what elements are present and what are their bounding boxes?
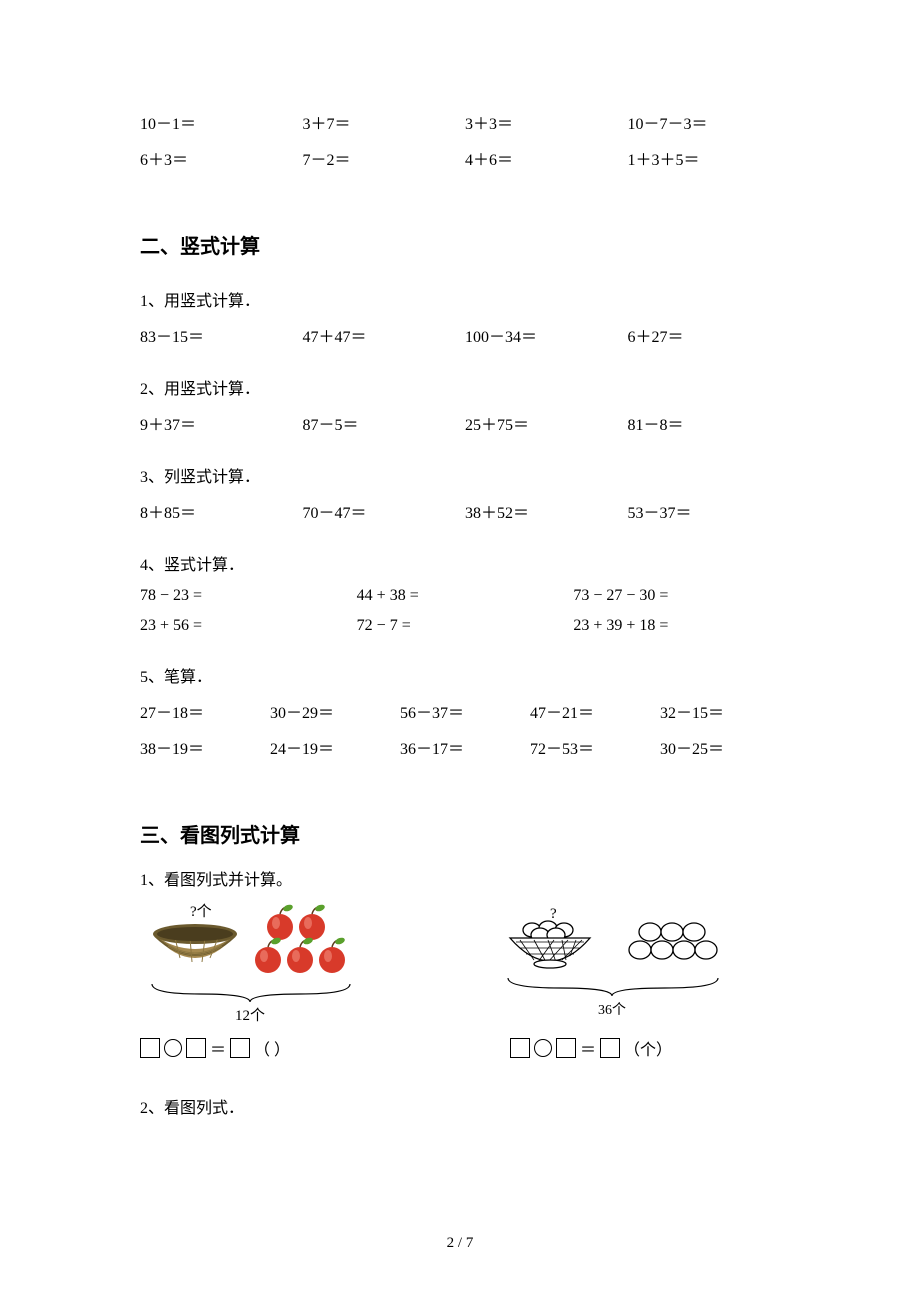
sub-title: 4、竖式计算． — [140, 551, 790, 575]
expr: 3＋7＝ — [303, 110, 466, 134]
page-number: 2 / 7 — [0, 1235, 920, 1252]
picture-right: ? — [490, 902, 750, 1060]
sub-title: 5、笔算． — [140, 663, 790, 687]
arith-row: 9＋37＝ 87－5＝ 25＋75＝ 81－8＝ — [140, 411, 790, 435]
picture-row: ?个 — [140, 902, 790, 1060]
expr: 4＋6＝ — [465, 146, 628, 170]
answer-box[interactable] — [600, 1038, 620, 1058]
expr: 23 + 39 + 18 = — [573, 617, 790, 635]
expr: 56－37＝ — [400, 699, 530, 723]
expr: 87－5＝ — [303, 411, 466, 435]
expr: 72 − 7 = — [357, 617, 574, 635]
expr: 100－34＝ — [465, 323, 628, 347]
expr: 47－21＝ — [530, 699, 660, 723]
question-mark-label: ?个 — [190, 903, 212, 920]
page: 10－1＝ 3＋7＝ 3＋3＝ 10－7－3＝ 6＋3＝ 7－2＝ 4＋6＝ 1… — [0, 0, 920, 1302]
sub-title: 2、看图列式． — [140, 1094, 790, 1118]
expr: 32－15＝ — [660, 699, 790, 723]
expr: 83－15＝ — [140, 323, 303, 347]
expr: 81－8＝ — [628, 411, 791, 435]
expr: 30－25＝ — [660, 735, 790, 759]
unit-paren: （ ） — [254, 1036, 290, 1060]
expr: 44 + 38 = — [357, 587, 574, 605]
brace-icon — [152, 984, 350, 1002]
arith-row: 38－19＝ 24－19＝ 36－17＝ 72－53＝ 30－25＝ — [140, 735, 790, 759]
sub-title: 1、看图列式并计算。 — [140, 866, 790, 890]
expr: 38－19＝ — [140, 735, 270, 759]
expr: 36－17＝ — [400, 735, 530, 759]
expr: 6＋27＝ — [628, 323, 791, 347]
answer-box[interactable] — [230, 1038, 250, 1058]
sub-title: 1、用竖式计算． — [140, 287, 790, 311]
expr: 1＋3＋5＝ — [628, 146, 791, 170]
expr: 10－1＝ — [140, 110, 303, 134]
apples-icon — [255, 903, 346, 973]
sub-title: 2、用竖式计算． — [140, 375, 790, 399]
total-label: 12个 — [235, 1007, 265, 1024]
eggs-basket-figure: ? — [490, 902, 750, 1032]
sub-title: 3、列竖式计算． — [140, 463, 790, 487]
arith-row: 27－18＝ 30－29＝ 56－37＝ 47－21＝ 32－15＝ — [140, 699, 790, 723]
answer-box[interactable] — [186, 1038, 206, 1058]
expr: 8＋85＝ — [140, 499, 303, 523]
expr: 47＋47＝ — [303, 323, 466, 347]
answer-box[interactable] — [140, 1038, 160, 1058]
expr: 78 − 23 = — [140, 587, 357, 605]
question-mark-label: ? — [550, 906, 557, 922]
answer-box[interactable] — [556, 1038, 576, 1058]
operator-circle[interactable] — [164, 1039, 182, 1057]
expr: 23 + 56 = — [140, 617, 357, 635]
expr: 6＋3＝ — [140, 146, 303, 170]
expr: 30－29＝ — [270, 699, 400, 723]
basket-icon — [153, 924, 237, 962]
unit-paren: （个） — [624, 1036, 672, 1060]
expr: 3＋3＝ — [465, 110, 628, 134]
total-label: 36个 — [598, 1002, 626, 1018]
picture-left: ?个 — [140, 902, 400, 1060]
expr: 7－2＝ — [303, 146, 466, 170]
arith-row: 10－1＝ 3＋7＝ 3＋3＝ 10－7－3＝ — [140, 110, 790, 134]
brace-icon — [508, 978, 718, 996]
equation-line: ＝ （ ） — [140, 1036, 400, 1060]
arith-row: 23 + 56 = 72 − 7 = 23 + 39 + 18 = — [140, 617, 790, 635]
expr: 72－53＝ — [530, 735, 660, 759]
expr: 10－7－3＝ — [628, 110, 791, 134]
arith-row: 6＋3＝ 7－2＝ 4＋6＝ 1＋3＋5＝ — [140, 146, 790, 170]
arith-row: 83－15＝ 47＋47＝ 100－34＝ 6＋27＝ — [140, 323, 790, 347]
expr: 70－47＝ — [303, 499, 466, 523]
expr: 73 − 27 − 30 = — [573, 587, 790, 605]
expr: 9＋37＝ — [140, 411, 303, 435]
operator-circle[interactable] — [534, 1039, 552, 1057]
section-title: 二、竖式计算 — [140, 230, 790, 259]
apples-basket-figure: ?个 — [140, 902, 380, 1032]
equals-sign: ＝ — [580, 1036, 596, 1060]
equals-sign: ＝ — [210, 1036, 226, 1060]
expr: 27－18＝ — [140, 699, 270, 723]
equation-line: ＝ （个） — [510, 1036, 750, 1060]
arith-row: 78 − 23 = 44 + 38 = 73 − 27 − 30 = — [140, 587, 790, 605]
expr: 53－37＝ — [628, 499, 791, 523]
eggs-icon — [629, 923, 717, 959]
arith-row: 8＋85＝ 70－47＝ 38＋52＝ 53－37＝ — [140, 499, 790, 523]
expr: 25＋75＝ — [465, 411, 628, 435]
bowl-icon — [510, 921, 590, 968]
expr: 38＋52＝ — [465, 499, 628, 523]
expr: 24－19＝ — [270, 735, 400, 759]
section-title: 三、看图列式计算 — [140, 819, 790, 848]
answer-box[interactable] — [510, 1038, 530, 1058]
